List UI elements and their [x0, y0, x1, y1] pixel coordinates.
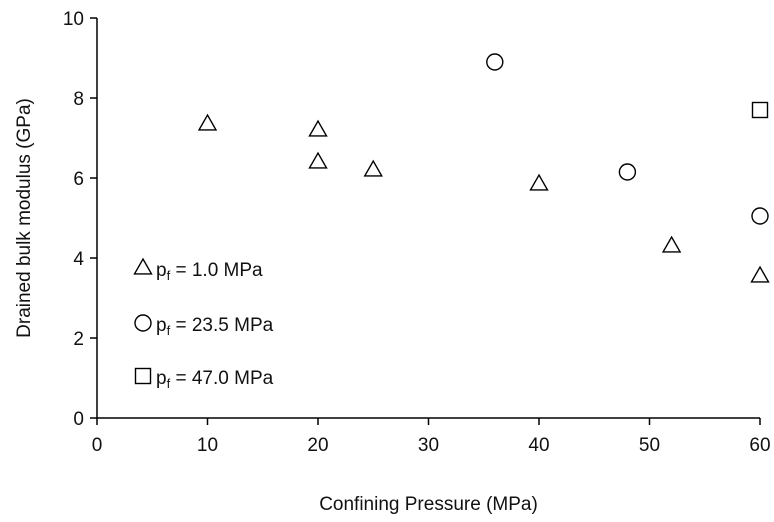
triangle-point — [529, 173, 549, 191]
x-tick-label: 30 — [418, 435, 439, 456]
legend-label-main: p — [156, 368, 167, 389]
triangle-point — [308, 151, 328, 169]
x-tick-label: 10 — [197, 435, 218, 456]
x-tick-label: 20 — [307, 435, 328, 456]
x-axis-title: Confining Pressure (MPa) — [319, 494, 538, 515]
x-tick-label: 0 — [92, 435, 103, 456]
data-points — [197, 53, 770, 283]
y-tick-label: 2 — [73, 329, 84, 350]
legend-label: pf = 23.5 MPa — [156, 315, 274, 338]
y-axis-title: Drained bulk modulus (GPa) — [14, 98, 35, 338]
y-tick-label: 0 — [73, 409, 84, 430]
triangle-point — [363, 159, 383, 177]
x-tick-label: 40 — [528, 435, 549, 456]
y-tick-label: 4 — [73, 249, 84, 270]
triangle-point — [197, 113, 218, 131]
circle-point — [486, 53, 504, 71]
circle-point — [618, 163, 637, 181]
legend-label-rest: = 23.5 MPa — [170, 315, 273, 336]
y-tick-label: 6 — [73, 169, 84, 190]
legend-triangle-icon — [133, 257, 153, 275]
y-tick-label: 10 — [63, 9, 84, 30]
legend-label-subscript: f — [167, 268, 171, 283]
square-point — [751, 101, 769, 119]
legend-label: pf = 1.0 MPa — [156, 260, 263, 283]
x-tick-label: 50 — [639, 435, 660, 456]
legend-label-main: p — [156, 315, 167, 336]
triangle-point — [308, 119, 328, 137]
triangle-point — [750, 265, 770, 283]
legend-label-rest: = 47.0 MPa — [170, 368, 273, 389]
legend-label-rest: = 1.0 MPa — [170, 260, 263, 281]
ticks: 0 10 20 30 40 50 60 0 2 4 6 8 10 — [63, 9, 771, 456]
legend-label-main: p — [156, 260, 167, 281]
axes — [96, 18, 760, 419]
legend-label: pf = 47.0 MPa — [156, 368, 274, 391]
y-tick-label: 8 — [73, 89, 84, 110]
triangle-point — [661, 235, 682, 253]
legend-square-icon — [134, 367, 152, 385]
legend-label-subscript: f — [167, 323, 171, 338]
circle-point — [751, 207, 769, 225]
legend-circle-icon — [134, 314, 152, 332]
x-tick-label: 60 — [749, 435, 770, 456]
legend-label-subscript: f — [167, 376, 171, 391]
